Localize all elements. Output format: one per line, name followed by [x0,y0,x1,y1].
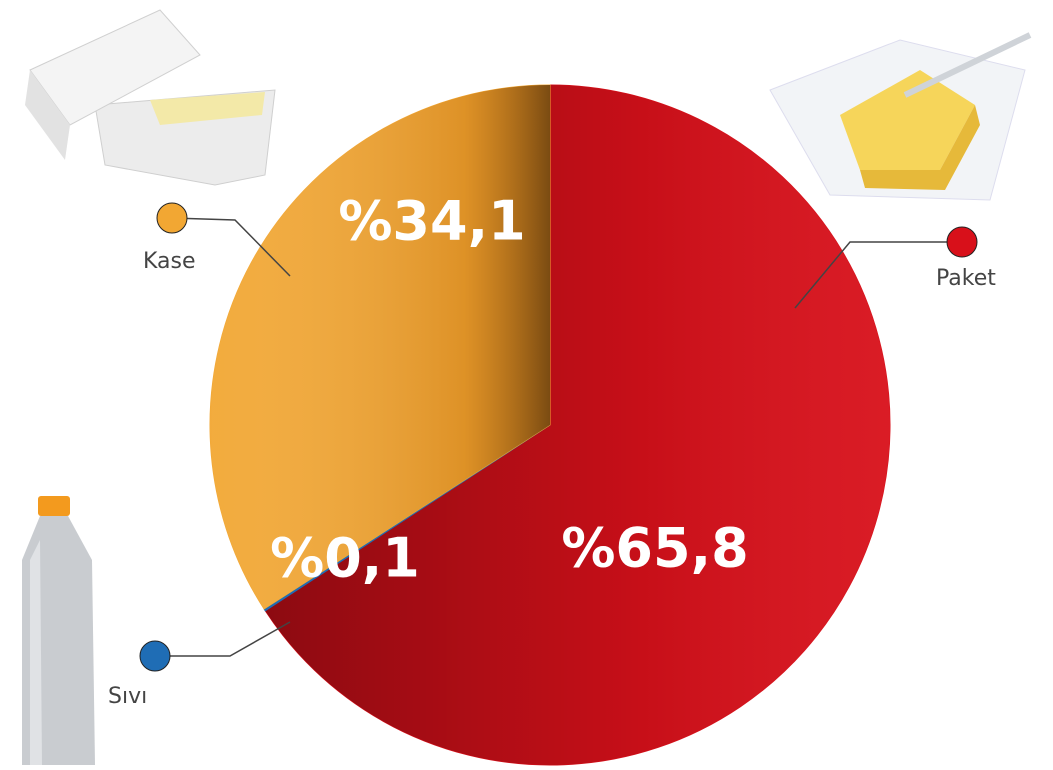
legend-label: Paket [936,266,996,291]
chart: %65,8 Paket %0,1 Sıvı %34,1 Kase [0,0,1053,770]
legend-label: Kase [143,249,196,274]
leader-line [155,622,290,656]
value-label: %34,1 [338,190,525,253]
bottle-icon [22,496,95,765]
legend-label: Sıvı [108,684,147,709]
pie [210,85,890,765]
legend-dot [947,227,977,257]
value-label: %65,8 [561,517,748,580]
butter-icon [770,35,1030,200]
value-label: %0,1 [270,527,420,590]
legend-dot [157,203,187,233]
tub-icon [25,10,275,185]
legend-dot [140,641,170,671]
